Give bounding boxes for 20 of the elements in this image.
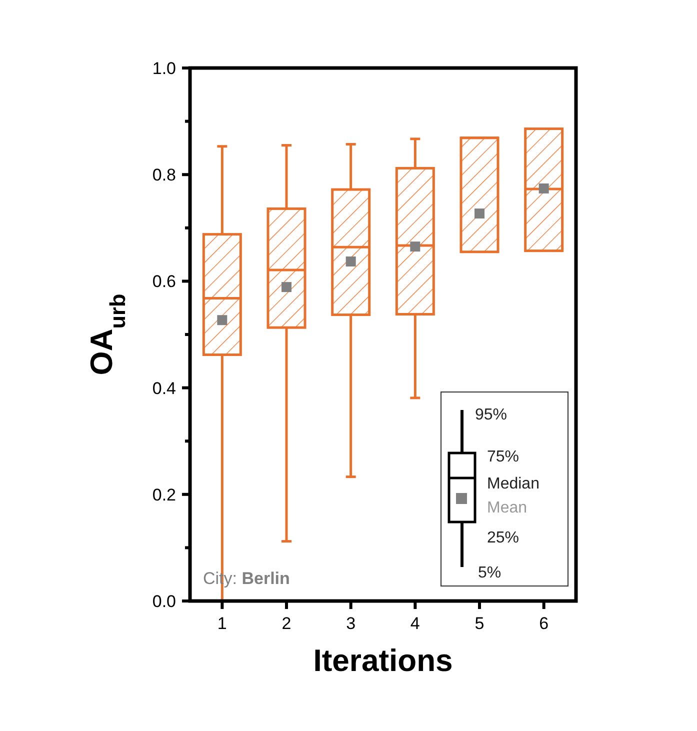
y-tick-label: 0.0 — [152, 592, 176, 611]
y-tick-label: 0.6 — [152, 272, 176, 292]
annotation: Mean — [487, 500, 528, 517]
x-tick-label: 6 — [539, 614, 549, 633]
annotation: 75% — [487, 448, 520, 466]
annotation: Berlin — [242, 569, 290, 588]
x-tick-label: 4 — [410, 614, 420, 633]
x-tick-label: 3 — [346, 614, 356, 633]
x-tick-label: 2 — [282, 614, 292, 633]
annotation: 5% — [478, 564, 502, 582]
x-tick-label: 5 — [474, 614, 484, 633]
x-axis-title: Iterations — [313, 643, 453, 678]
y-tick-label: 0.2 — [152, 485, 176, 504]
y-tick-label: 0.8 — [152, 166, 176, 185]
annotation: 25% — [487, 530, 520, 547]
annotation: Median — [487, 476, 540, 493]
annotation: 95% — [475, 406, 508, 424]
x-tick-label: 1 — [217, 614, 227, 633]
y-tick-label: 1.0 — [152, 58, 176, 78]
y-tick-label: 0.4 — [152, 378, 176, 398]
